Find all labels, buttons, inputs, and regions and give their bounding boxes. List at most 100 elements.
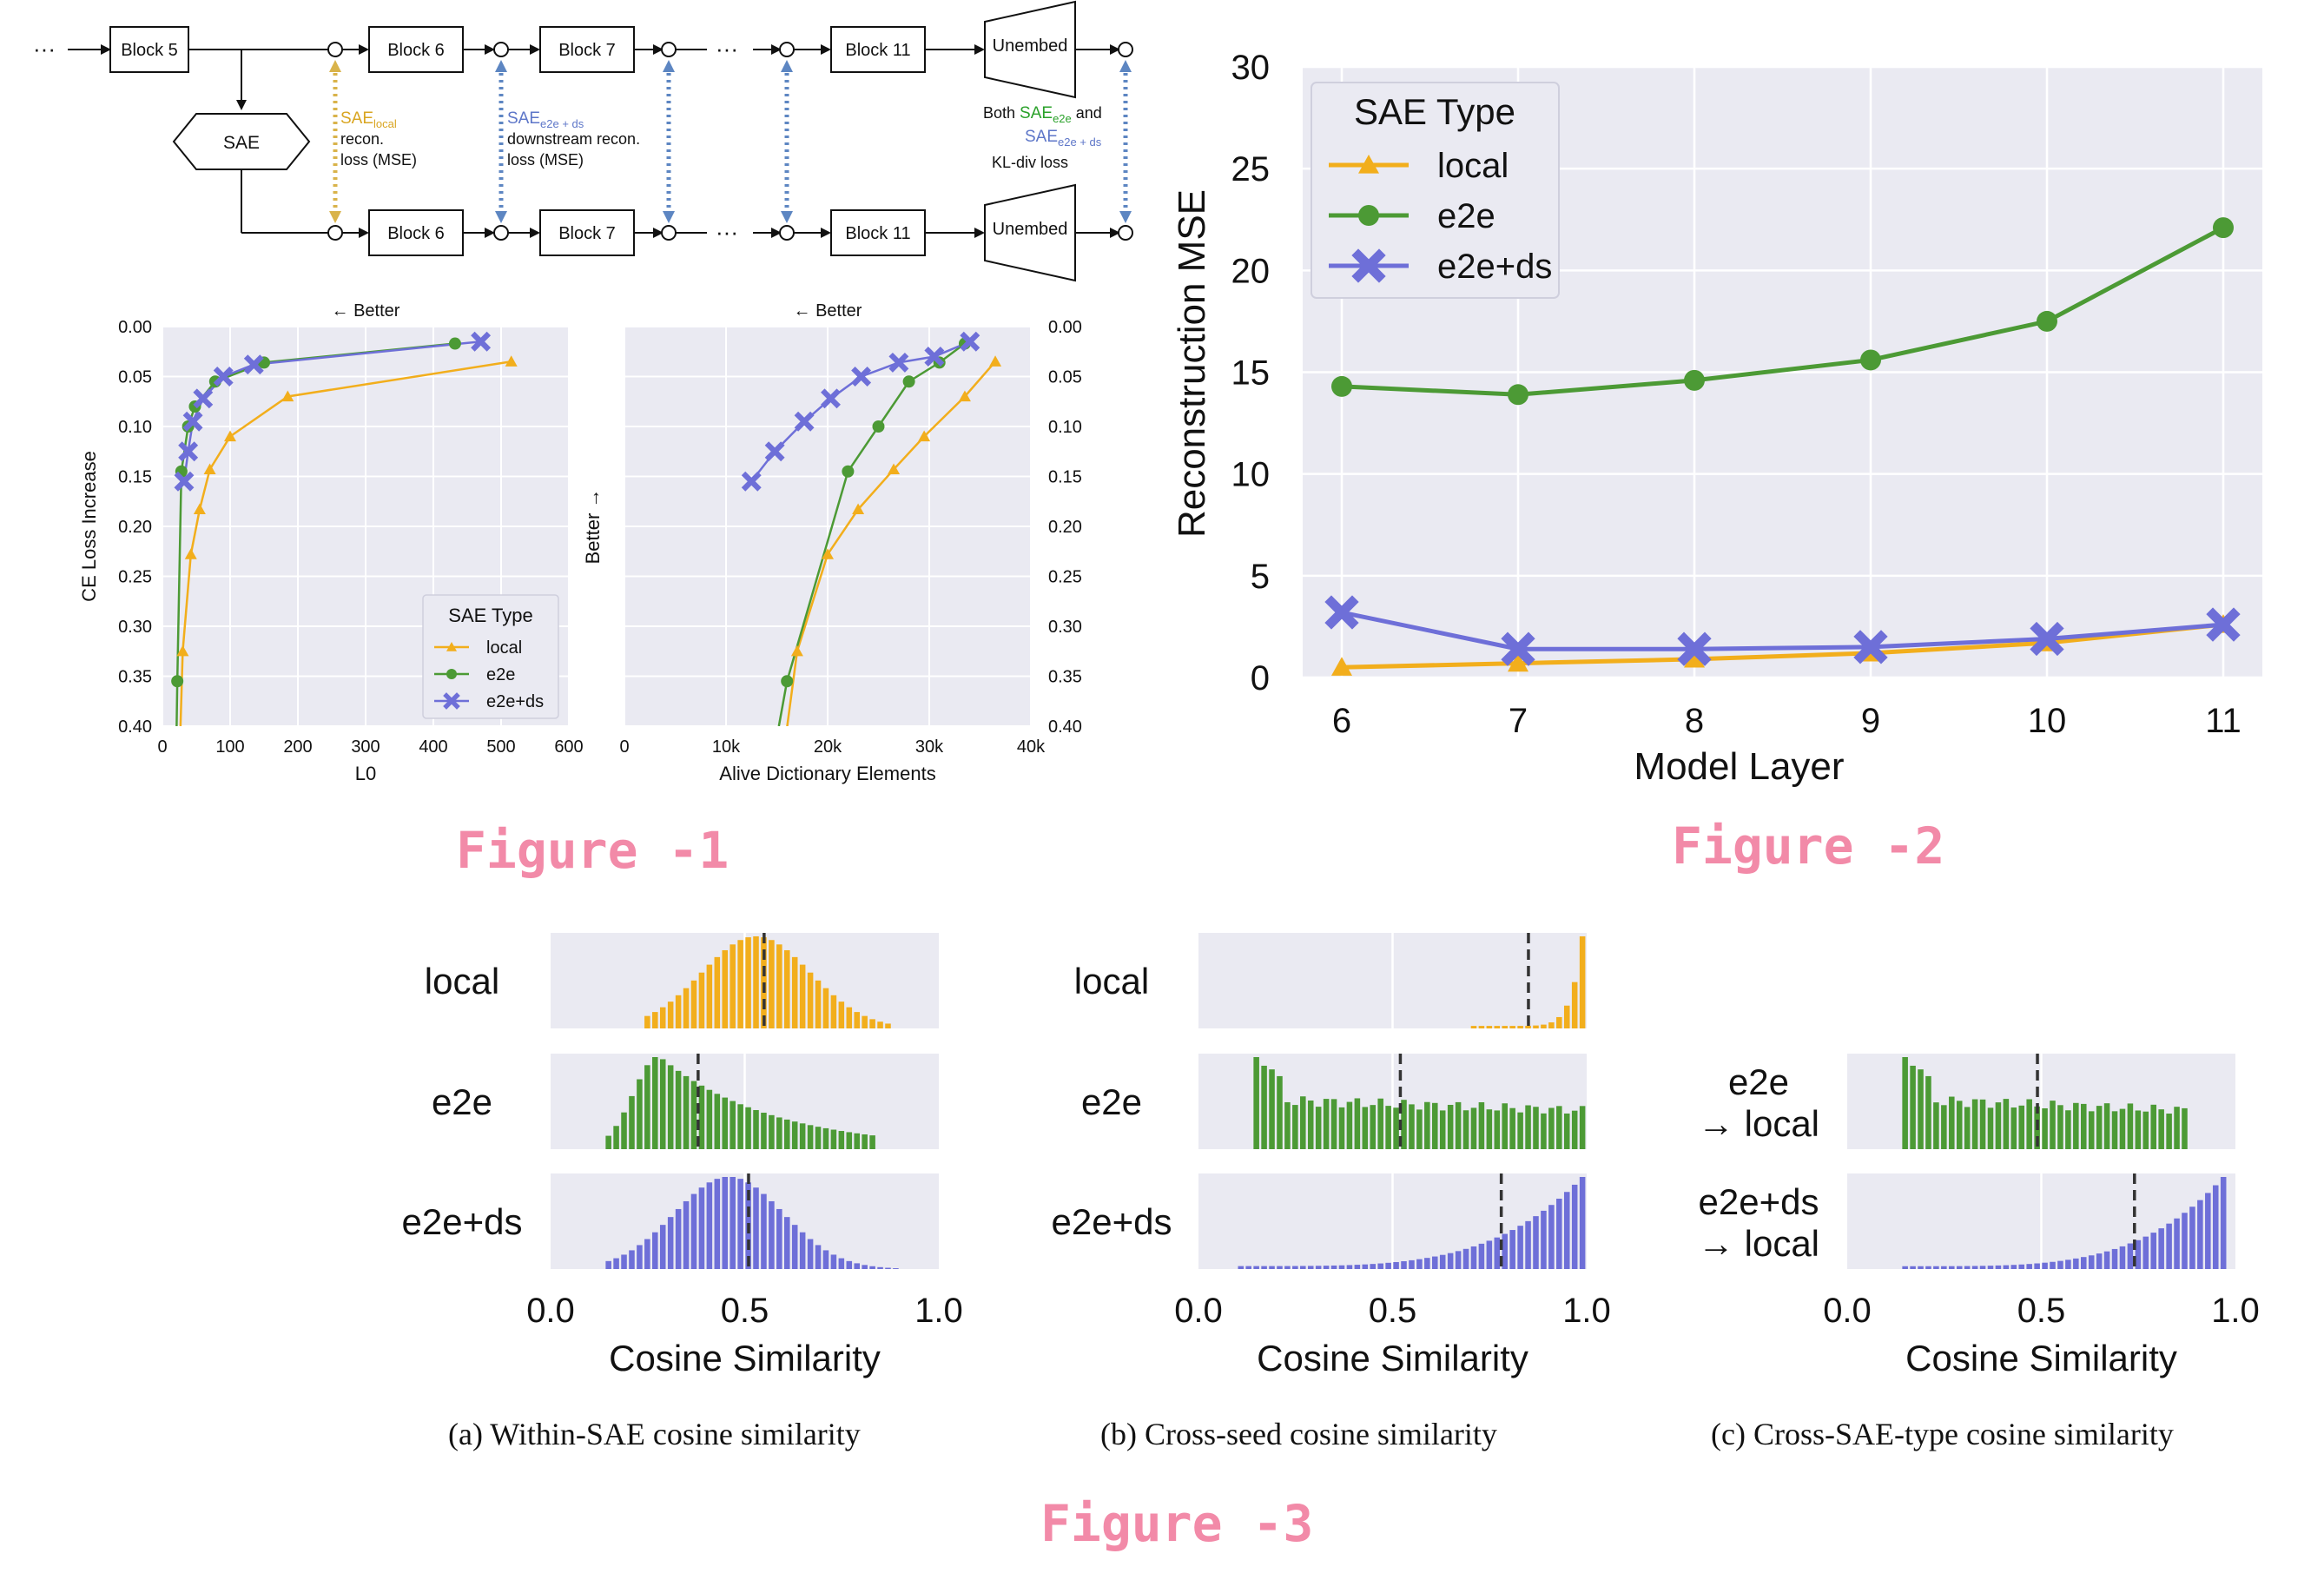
hist-bar	[2026, 1264, 2032, 1269]
legend: SAE Type local e2e e2e+ds	[422, 594, 559, 719]
figure-2-label: Figure -2	[1672, 816, 1945, 876]
hist-bar	[846, 1260, 853, 1269]
point-e2e+ds	[1324, 595, 1359, 630]
hist-bar	[1918, 1069, 1924, 1149]
legend-marker-e2e+ds	[1351, 248, 1386, 283]
hist-bar	[1541, 1210, 1547, 1269]
hist-bar	[1292, 1105, 1298, 1149]
ellipsis-top: ···	[716, 36, 738, 62]
x-tick-label: 0.5	[1369, 1292, 1417, 1330]
hist-bar	[1323, 1266, 1330, 1269]
hist-bar	[1563, 1192, 1570, 1269]
hist-bar	[1494, 1026, 1501, 1028]
legend-label-e2e: e2e	[1437, 197, 1495, 235]
hist-bar	[629, 1250, 635, 1269]
x-tick-label: 30k	[915, 737, 944, 757]
hist-bar	[877, 1021, 883, 1028]
hist-bar	[1253, 1266, 1259, 1269]
hist-bar	[1338, 1265, 1345, 1269]
x-tick-label: 11	[2205, 702, 2241, 740]
hist-bar	[1432, 1256, 1438, 1269]
hist-bar	[2119, 1108, 2126, 1149]
hist-bar	[637, 1245, 643, 1269]
y-tick-label: 0.10	[118, 418, 152, 437]
y-tick-label: 0.20	[118, 518, 152, 537]
hist-bar	[761, 1193, 767, 1269]
hist-bar	[2010, 1265, 2017, 1269]
y-tick-label: 0.35	[1048, 668, 1082, 687]
y-tick-label: 0.15	[1048, 468, 1082, 487]
unembed-bottom-label: Unembed	[993, 220, 1068, 239]
legend-box	[1311, 82, 1560, 299]
point-local	[1508, 652, 1528, 672]
hist-bar	[675, 1208, 682, 1269]
hist-bar	[652, 1012, 658, 1028]
block-6-top-box-label: Block 6	[387, 41, 445, 60]
x-tick-label: 0.0	[526, 1292, 575, 1330]
hist-bar	[854, 1133, 860, 1149]
hist-bar	[1362, 1264, 1369, 1269]
x-axis-label: Model Layer	[1634, 745, 1844, 788]
hist-bar	[1478, 1026, 1485, 1028]
hist-bar	[2166, 1114, 2172, 1149]
x-tick-label: 0.0	[1823, 1292, 1872, 1330]
hist-bar	[2189, 1206, 2195, 1269]
hist-bar	[1525, 1025, 1531, 1028]
top-node-4	[779, 42, 795, 57]
hist-bar	[807, 1125, 814, 1149]
point-e2e+ds	[1853, 630, 1888, 664]
point-e2e+ds	[741, 471, 762, 492]
x-tick-label: 300	[351, 737, 380, 757]
hist-panel: e2e+ds	[1052, 1173, 1587, 1269]
x-tick-label: 400	[419, 737, 447, 757]
bottom-node-2	[493, 225, 509, 241]
sae-hexagon	[172, 113, 311, 170]
hist-bar	[862, 1015, 868, 1028]
note-kl-line2: SAEe2e + ds	[1025, 128, 1102, 149]
y-tick-label: 0	[1251, 659, 1270, 697]
legend-title: SAE Type	[1354, 91, 1515, 132]
hist-bar	[714, 1179, 721, 1269]
hist-bar	[815, 1127, 822, 1149]
hist-bar	[1910, 1065, 1916, 1149]
hist-bar	[1971, 1099, 1978, 1149]
figure-1-label: Figure -1	[456, 821, 730, 880]
note-e2eds-line2: loss (MSE)	[507, 151, 584, 169]
hist-bar	[815, 980, 822, 1028]
y-tick-label: 0.00	[118, 318, 152, 337]
point-e2e	[781, 675, 794, 688]
hist-bar	[1346, 1101, 1353, 1149]
hist-bar	[862, 1265, 868, 1269]
hist-bar	[2205, 1193, 2211, 1269]
row-label: e2e	[1728, 1061, 1789, 1102]
point-e2e	[842, 465, 855, 478]
hist-bar	[1548, 1022, 1555, 1028]
hist-bar	[1409, 1104, 1415, 1149]
point-e2e	[872, 420, 885, 433]
hist-bar	[1509, 1026, 1515, 1028]
hist-bar	[753, 1109, 759, 1149]
hist-bar	[799, 964, 806, 1028]
hist-bar	[730, 1177, 736, 1269]
hist-bar	[1509, 1230, 1515, 1269]
hist-bar	[815, 1245, 822, 1269]
hist-bar	[869, 1266, 875, 1269]
hist-bar	[1284, 1266, 1291, 1269]
x-tick-label: 0.5	[2017, 1292, 2066, 1330]
hist-bar	[2103, 1251, 2110, 1269]
hist-bar	[2057, 1105, 2063, 1149]
hist-bar	[706, 1182, 713, 1269]
block-7-top-box-label: Block 7	[558, 41, 616, 60]
hist-bar	[706, 964, 713, 1028]
point-e2e	[2213, 217, 2234, 239]
y-axis-label: CE Loss Increase	[78, 451, 100, 602]
hist-panel: local	[425, 933, 939, 1028]
hist-bar	[862, 1134, 868, 1149]
x-tick-label: 0	[619, 737, 629, 757]
x-tick-label: 1.0	[914, 1292, 963, 1330]
chart-title: ← Better	[794, 301, 862, 321]
hist-bar	[637, 1079, 643, 1149]
point-e2e+ds	[213, 367, 234, 387]
note-local-line2: loss (MSE)	[340, 151, 417, 169]
